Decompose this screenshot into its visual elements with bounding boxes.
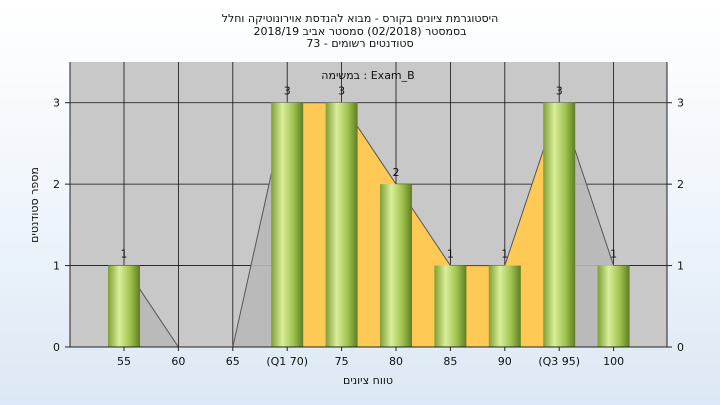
data-label-(Q3 95): 3: [556, 85, 563, 98]
y-tick-label-right-1: 1: [677, 260, 684, 273]
x-tick-label-0: 55: [117, 355, 131, 368]
data-label-55: 1: [121, 248, 128, 261]
bar-80: [380, 184, 412, 347]
x-tick-label-6: 85: [443, 355, 457, 368]
bar-85: [434, 265, 467, 347]
title-line-1: היסטוגרמת ציונים בקורס - מבוא להנדסת אוי…: [222, 12, 499, 25]
x-tick-label-1: 60: [171, 355, 185, 368]
data-label-(Q1 70): 3: [284, 85, 291, 98]
y-tick-label-left-1: 1: [53, 260, 60, 273]
data-label-80: 2: [393, 166, 400, 179]
y-ticks-left: 0 1 2 3: [53, 97, 70, 354]
y-axis-title: מספר סטודנטים: [28, 167, 41, 243]
y-ticks-right: 0 1 2 3: [667, 97, 684, 354]
axes: [69, 62, 668, 348]
y-tick-label-left-3: 3: [53, 97, 60, 110]
x-ticks: 55 60 65 (Q1 70) 75 80 85 90 (Q3 95) 100: [117, 347, 624, 368]
data-label-75: 3: [338, 85, 345, 98]
y-tick-label-left-2: 2: [53, 178, 60, 191]
x-axis-title: טווח ציונים: [343, 374, 393, 387]
bar-100: [597, 265, 630, 347]
y-tick-label-right-3: 3: [677, 97, 684, 110]
series-label: במשימה : Exam_B: [321, 69, 414, 82]
bar-(Q1 70): [271, 102, 304, 347]
y-tick-label-left-0: 0: [53, 341, 60, 354]
data-labels: 1 3 3 2 1 1 3 1: [121, 85, 618, 261]
bar-90: [488, 265, 521, 347]
title-line-3: סטודנטים רשומים - 73: [306, 37, 413, 50]
x-tick-label-4: 75: [335, 355, 349, 368]
x-tick-label-5: 80: [389, 355, 403, 368]
y-tick-label-right-0: 0: [677, 341, 684, 354]
bar-(Q3 95): [543, 102, 576, 347]
x-tick-label-2: 65: [226, 355, 240, 368]
x-tick-label-8: (Q3 95): [538, 355, 580, 368]
data-label-90: 1: [501, 248, 508, 261]
data-label-100: 1: [610, 248, 617, 261]
bar-55: [108, 265, 140, 347]
x-tick-label-7: 90: [498, 355, 512, 368]
bar-75: [325, 102, 358, 347]
bars: [108, 102, 630, 347]
x-tick-label-3: (Q1 70): [266, 355, 308, 368]
x-tick-label-9: 100: [603, 355, 624, 368]
chart-title: היסטוגרמת ציונים בקורס - מבוא להנדסת אוי…: [222, 12, 499, 50]
title-line-2: בסמסטר (02/2018) סמסטר אביב 2018/19: [253, 25, 466, 38]
data-label-85: 1: [447, 248, 454, 261]
y-tick-label-right-2: 2: [677, 178, 684, 191]
